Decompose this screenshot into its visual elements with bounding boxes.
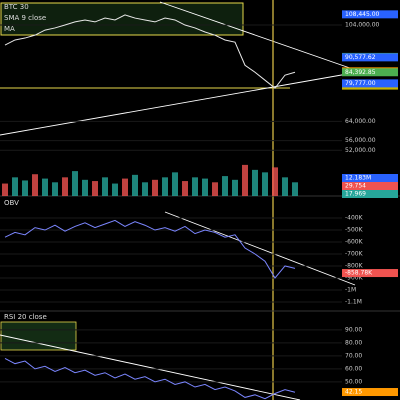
price-tag xyxy=(342,53,398,62)
zone-box xyxy=(0,2,244,36)
trend-line xyxy=(164,211,356,286)
volume-bar xyxy=(2,183,8,196)
legend-entry: MA xyxy=(4,25,15,33)
y-tick-label: 56,000.00 xyxy=(345,137,376,144)
volume-bar xyxy=(72,171,78,196)
price-tag-label: 79,777.00 xyxy=(345,80,376,87)
trend-line xyxy=(159,1,371,76)
volume-bar xyxy=(102,177,108,196)
volume-bar xyxy=(292,182,298,196)
volume-bar xyxy=(262,172,268,196)
price-tag-label: 108,445.00 xyxy=(345,11,380,18)
volume-bar xyxy=(22,180,28,196)
y-tick-label: -1.1M xyxy=(345,298,362,305)
y-tick-label: 90.00 xyxy=(345,326,362,333)
price-tag xyxy=(342,388,398,397)
trend-line xyxy=(0,334,301,400)
price-tag xyxy=(342,190,398,198)
pane-title: RSI 20 close xyxy=(4,313,47,321)
y-tick-label: -900K xyxy=(345,274,364,281)
price-tag xyxy=(342,10,398,19)
price-tag xyxy=(342,68,398,77)
volume-bar xyxy=(282,177,288,196)
volume-bar xyxy=(222,176,228,196)
y-tick-label: 104,000.00 xyxy=(345,22,380,29)
volume-bar xyxy=(232,179,238,196)
y-tick-label: 80.00 xyxy=(345,339,362,346)
price-tag-label: -858.78K xyxy=(345,270,373,277)
volume-bar xyxy=(192,177,198,196)
price-tag xyxy=(342,79,398,88)
y-tick-label: 70.00 xyxy=(345,352,362,359)
price-tag-label: 29.754 xyxy=(345,183,366,190)
price-tag-label: 42.15 xyxy=(345,389,362,396)
volume-bar xyxy=(12,177,18,196)
volume-bar xyxy=(52,182,58,196)
pane-title: OBV xyxy=(4,199,19,207)
volume-bar xyxy=(92,181,98,196)
volume-bar xyxy=(162,177,168,196)
volume-bar xyxy=(152,179,158,196)
series-line xyxy=(4,358,296,400)
price-tag xyxy=(342,174,398,182)
y-tick-label: -1M xyxy=(345,286,356,293)
zone-box xyxy=(0,321,77,351)
y-tick-label: -500K xyxy=(345,227,364,234)
volume-bar xyxy=(182,181,188,196)
volume-bar xyxy=(42,178,48,196)
price-tag xyxy=(342,182,398,190)
price-tag-label: 90,577.62 xyxy=(345,54,376,61)
volume-bar xyxy=(62,177,68,196)
volume-bar xyxy=(132,174,138,196)
volume-bar xyxy=(82,179,88,196)
volume-bar xyxy=(112,183,118,196)
volume-bar xyxy=(212,182,218,196)
volume-bar xyxy=(242,164,248,196)
trend-line xyxy=(0,69,371,136)
y-tick-label: -600K xyxy=(345,239,364,246)
chart-title: BTC 30 xyxy=(4,3,29,11)
series-line xyxy=(4,219,296,279)
volume-bar xyxy=(252,169,258,196)
price-tag xyxy=(342,269,398,278)
y-tick-label: -700K xyxy=(345,251,364,258)
price-tag-label: 12.183M xyxy=(345,175,371,182)
y-tick-label: 52,000.00 xyxy=(345,147,376,154)
y-tick-label: 50.00 xyxy=(345,378,362,385)
volume-bar xyxy=(142,182,148,196)
y-tick-label: -800K xyxy=(345,262,364,269)
volume-bar xyxy=(32,174,38,196)
volume-bar xyxy=(122,178,128,196)
volume-bar xyxy=(272,167,278,196)
volume-bar xyxy=(202,178,208,196)
y-tick-label: 60.00 xyxy=(345,365,362,372)
y-tick-label: -400K xyxy=(345,215,364,222)
price-tag-label: 84,392.85 xyxy=(345,69,376,76)
price-tag-label: 17.969 xyxy=(345,191,366,198)
legend-entry: SMA 9 close xyxy=(4,14,46,22)
volume-bar xyxy=(172,172,178,196)
series-line xyxy=(4,14,296,89)
y-tick-label: 64,000.00 xyxy=(345,118,376,125)
